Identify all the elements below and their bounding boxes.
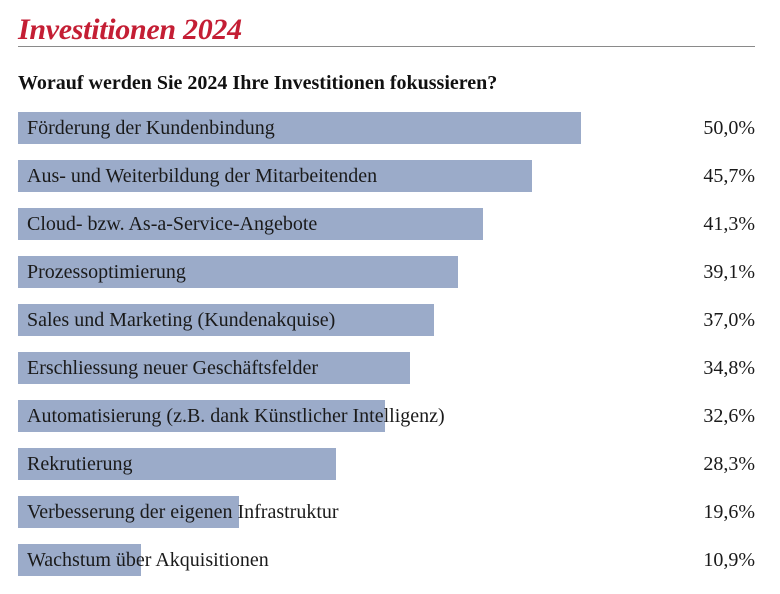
- bar: [18, 496, 239, 528]
- bar-row: Cloud- bzw. As-a-Service-Angebote 41,3%: [18, 208, 755, 240]
- category-label: Cloud- bzw. As-a-Service-Angebote: [27, 213, 318, 235]
- bar: [18, 400, 385, 432]
- category-label: Sales und Marketing (Kundenakquise): [27, 309, 336, 331]
- bar-row: Wachstum über Akquisitionen 10,9%: [18, 544, 755, 576]
- value-label: 10,9%: [703, 549, 755, 571]
- bar: [18, 160, 533, 192]
- category-label: Förderung der Kundenbindung: [27, 117, 275, 139]
- bar: [18, 256, 458, 288]
- value-label: 39,1%: [703, 261, 755, 283]
- bar-row: Erschliessung neuer Geschäftsfelder 34,8%: [18, 352, 755, 384]
- category-label: Verbesserung der eigenen Infrastruktur: [27, 501, 339, 523]
- bar-row: Automatisierung (z.B. dank Künstlicher I…: [18, 400, 755, 432]
- value-label: 19,6%: [703, 501, 755, 523]
- title-divider: [18, 46, 755, 47]
- bar-row: Sales und Marketing (Kundenakquise) 37,0%: [18, 304, 755, 336]
- value-label: 34,8%: [703, 357, 755, 379]
- bar: [18, 112, 581, 144]
- value-label: 28,3%: [703, 453, 755, 475]
- bar-row: Aus- und Weiterbildung der Mitarbeitende…: [18, 160, 755, 192]
- chart-subtitle: Worauf werden Sie 2024 Ihre Investitione…: [18, 72, 498, 94]
- value-label: 50,0%: [703, 117, 755, 139]
- category-label: Erschliessung neuer Geschäftsfelder: [27, 357, 318, 379]
- value-label: 37,0%: [703, 309, 755, 331]
- bar: [18, 352, 410, 384]
- category-label: Prozessoptimierung: [27, 261, 186, 283]
- value-label: 32,6%: [703, 405, 755, 427]
- chart-title: Investitionen 2024: [18, 13, 242, 46]
- category-label: Rekrutierung: [27, 453, 133, 475]
- category-label: Wachstum über Akquisitionen: [27, 549, 269, 571]
- bar: [18, 208, 483, 240]
- category-label: Aus- und Weiterbildung der Mitarbeitende…: [27, 165, 378, 187]
- bar-row: Verbesserung der eigenen Infrastruktur 19…: [18, 496, 755, 528]
- bar-row: Prozessoptimierung 39,1%: [18, 256, 755, 288]
- bar: [18, 544, 141, 576]
- bar-row: Förderung der Kundenbindung 50,0%: [18, 112, 755, 144]
- value-label: 41,3%: [703, 213, 755, 235]
- bar: [18, 304, 435, 336]
- value-label: 45,7%: [703, 165, 755, 187]
- bar-row: Rekrutierung 28,3%: [18, 448, 755, 480]
- category-label: Automatisierung (z.B. dank Künstlicher I…: [27, 405, 445, 427]
- bar: [18, 448, 337, 480]
